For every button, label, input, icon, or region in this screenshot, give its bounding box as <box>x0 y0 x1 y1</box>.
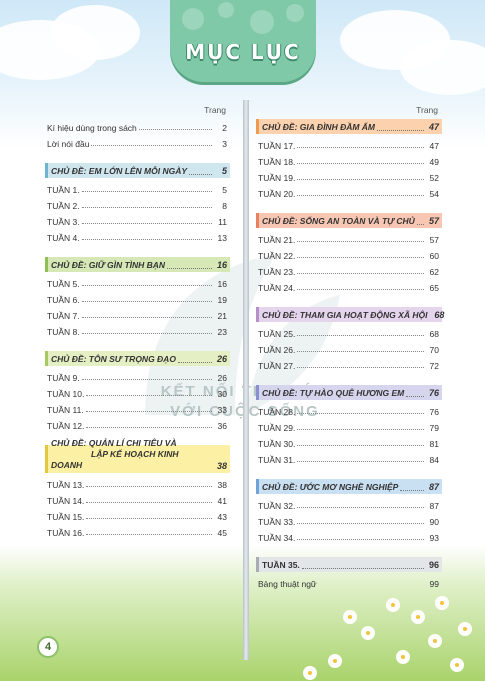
topic-heading[interactable]: CHỦ ĐỀ: EM LỚN LÊN MỖI NGÀY 5 <box>45 163 230 178</box>
toc-entry[interactable]: TUẦN 20. 54 <box>258 189 439 199</box>
page-number: 4 <box>37 636 59 658</box>
flower-icon <box>430 636 440 646</box>
flower-icon <box>398 652 408 662</box>
toc-entry[interactable]: TUẦN 23. 62 <box>258 267 439 277</box>
flower-icon <box>345 612 355 622</box>
toc-entry[interactable]: TUẦN 17. 47 <box>258 141 439 151</box>
toc-entry[interactable]: TUẦN 34. 93 <box>258 533 439 543</box>
flower-icon <box>388 600 398 610</box>
toc-entry[interactable]: TUẦN 9. 26 <box>47 373 227 383</box>
toc-entry[interactable]: TUẦN 16. 45 <box>47 528 227 538</box>
toc-entry[interactable]: Kí hiệu dùng trong sách 2 <box>47 123 227 133</box>
topic-heading[interactable]: CHỦ ĐỀ: GIA ĐÌNH ĐẦM ẤM 47 <box>256 119 442 134</box>
toc-entry[interactable]: TUẦN 2. 8 <box>47 201 227 211</box>
toc-entry[interactable]: TUẦN 13. 38 <box>47 480 227 490</box>
topic-heading[interactable]: CHỦ ĐỀ: TÔN SƯ TRỌNG ĐẠO 26 <box>45 351 230 366</box>
toc-entry[interactable]: TUẦN 15. 43 <box>47 512 227 522</box>
toc-entry[interactable]: TUẦN 4. 13 <box>47 233 227 243</box>
toc-entry[interactable]: TUẦN 19. 52 <box>258 173 439 183</box>
banner-dot <box>182 8 204 30</box>
flower-icon <box>460 624 470 634</box>
flower-icon <box>305 668 315 678</box>
toc-entry[interactable]: TUẦN 27. 72 <box>258 361 439 371</box>
toc-entry[interactable]: TUẦN 33. 90 <box>258 517 439 527</box>
toc-entry[interactable]: TUẦN 21. 57 <box>258 235 439 245</box>
toc-left-column: Trang Kí hiệu dùng trong sách 2 Lời nói đ… <box>45 103 230 538</box>
toc-entry[interactable]: TUẦN 28. 76 <box>258 407 439 417</box>
topic-heading[interactable]: CHỦ ĐỀ: QUẢN LÍ CHI TIÊU VÀ LẬP KẾ HOẠCH … <box>45 438 230 473</box>
toc-entry[interactable]: TUẦN 24. 65 <box>258 283 439 293</box>
toc-entry[interactable]: TUẦN 11. 33 <box>47 405 227 415</box>
toc-entry[interactable]: TUẦN 29. 79 <box>258 423 439 433</box>
flower-icon <box>452 660 462 670</box>
topic-heading[interactable]: CHỦ ĐỀ: THAM GIA HOẠT ĐỘNG XÃ HỘI 68 <box>256 307 444 322</box>
page-column-label: Trang <box>204 105 226 115</box>
toc-entry[interactable]: TUẦN 30. 81 <box>258 439 439 449</box>
book-spine <box>243 100 249 660</box>
toc-entry[interactable]: TUẦN 3. 11 <box>47 217 227 227</box>
toc-entry[interactable]: TUẦN 10. 30 <box>47 389 227 399</box>
toc-entry[interactable]: TUẦN 14. 41 <box>47 496 227 506</box>
toc-entry[interactable]: TUẦN 12. 36 <box>47 421 227 431</box>
page-title: MỤC LỤC <box>185 40 301 64</box>
toc-entry[interactable]: TUẦN 5. 16 <box>47 279 227 289</box>
toc-entry[interactable]: Lời nói đầu 3 <box>47 139 227 149</box>
toc-entry[interactable]: TUẦN 1. 5 <box>47 185 227 195</box>
topic-heading[interactable]: TUẦN 35. 96 <box>256 557 442 572</box>
toc-entry[interactable]: TUẦN 7. 21 <box>47 311 227 321</box>
toc-entry[interactable]: TUẦN 32. 87 <box>258 501 439 511</box>
toc-entry[interactable]: TUẦN 25. 68 <box>258 329 439 339</box>
toc-entry[interactable]: TUẦN 26. 70 <box>258 345 439 355</box>
toc-entry[interactable]: TUẦN 18. 49 <box>258 157 439 167</box>
toc-entry[interactable]: TUẦN 8. 23 <box>47 327 227 337</box>
cloud <box>400 40 485 95</box>
topic-heading[interactable]: CHỦ ĐỀ: SỐNG AN TOÀN VÀ TỰ CHỦ 57 <box>256 213 442 228</box>
topic-heading[interactable]: CHỦ ĐỀ: TỰ HÀO QUÊ HƯƠNG EM 76 <box>256 385 442 400</box>
flower-icon <box>330 656 340 666</box>
flower-icon <box>437 598 447 608</box>
toc-entry[interactable]: TUẦN 22. 60 <box>258 251 439 261</box>
cloud <box>50 5 140 60</box>
banner-dot <box>218 2 234 18</box>
toc-right-column: Trang CHỦ ĐỀ: GIA ĐÌNH ĐẦM ẤM 47 TUẦN 17.… <box>256 103 444 589</box>
toc-entry[interactable]: TUẦN 31. 84 <box>258 455 439 465</box>
banner-dot <box>250 10 274 34</box>
flower-icon <box>363 628 373 638</box>
toc-entry[interactable]: Bảng thuật ngữ 99 <box>258 579 439 589</box>
page-column-label: Trang <box>416 105 438 115</box>
toc-entry[interactable]: TUẦN 6. 19 <box>47 295 227 305</box>
flower-icon <box>413 612 423 622</box>
title-banner: MỤC LỤC <box>170 0 316 82</box>
topic-heading[interactable]: CHỦ ĐỀ: ƯỚC MƠ NGHỀ NGHIỆP 87 <box>256 479 442 494</box>
banner-dot <box>286 4 304 22</box>
topic-heading[interactable]: CHỦ ĐỀ: GIỮ GÌN TÌNH BẠN 16 <box>45 257 230 272</box>
